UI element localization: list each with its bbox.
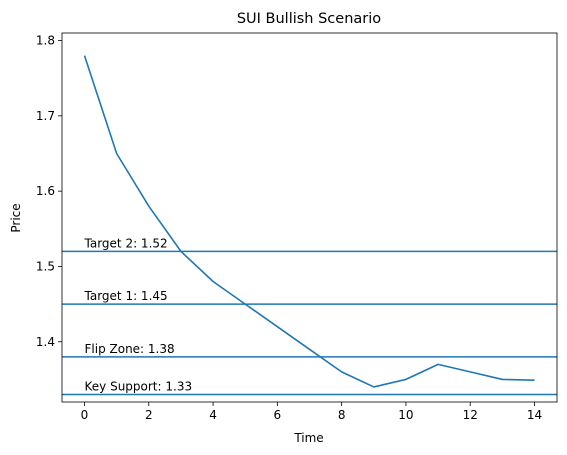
- reference-line-label: Key Support: 1.33: [85, 379, 193, 393]
- x-tick-label: 8: [338, 408, 346, 422]
- y-axis-label: Price: [9, 203, 23, 232]
- plot-frame: [61, 32, 558, 403]
- y-tick-label: 1.7: [36, 109, 55, 123]
- x-tick-label: 10: [398, 408, 413, 422]
- x-tick-label: 2: [145, 408, 153, 422]
- y-tick-label: 1.5: [36, 259, 55, 273]
- axis-ticks: 0 2 4 6 8 10 12 14 1.4 1.5 1.6 1.7 1.8: [36, 34, 542, 422]
- x-tick-label: 4: [209, 408, 217, 422]
- y-tick-label: 1.8: [36, 34, 55, 48]
- reference-line-label: Target 1: 1.45: [84, 289, 168, 303]
- y-tick-label: 1.4: [36, 335, 55, 349]
- reference-line-label: Target 2: 1.52: [84, 236, 168, 250]
- x-tick-label: 0: [81, 408, 89, 422]
- x-axis-label: Time: [293, 431, 323, 445]
- chart-title: SUI Bullish Scenario: [237, 11, 381, 27]
- price-series-line: [83, 55, 535, 388]
- y-tick-label: 1.6: [36, 184, 55, 198]
- x-tick-label: 12: [463, 408, 478, 422]
- x-tick-label: 6: [274, 408, 282, 422]
- plot-lines: Target 2: 1.52 Target 1: 1.45 Flip Zone: 1…: [62, 55, 557, 396]
- x-tick-label: 14: [527, 408, 542, 422]
- reference-line-label: Flip Zone: 1.38: [85, 342, 175, 356]
